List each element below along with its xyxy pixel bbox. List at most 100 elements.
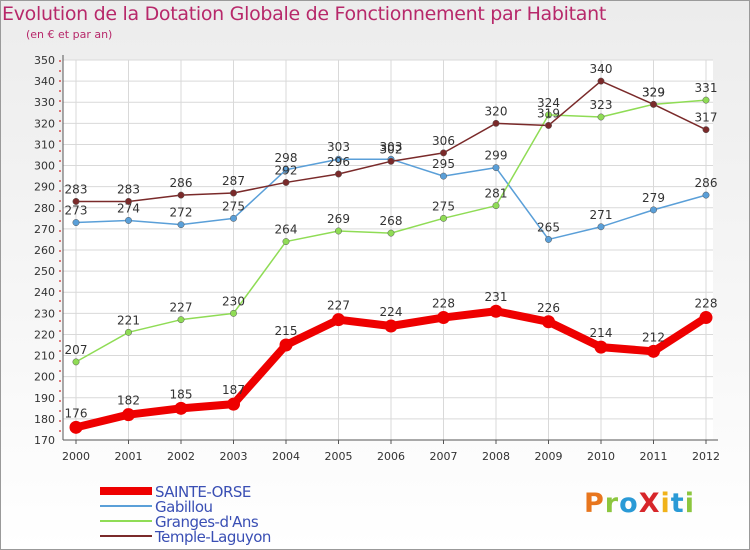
data-label: 227 [170, 301, 193, 315]
data-point [177, 316, 185, 324]
data-label: 286 [695, 176, 718, 190]
logo-letter: X [638, 488, 661, 519]
data-label: 274 [117, 201, 140, 215]
legend-label: Temple-Laguyon [155, 528, 271, 546]
data-label: 185 [170, 387, 193, 401]
data-label: 340 [590, 62, 613, 76]
data-point [335, 170, 342, 178]
logo-letter: P [584, 488, 605, 519]
x-tick-label: 2002 [167, 450, 195, 463]
data-point [437, 311, 450, 325]
data-point [230, 189, 237, 197]
data-point [230, 214, 237, 222]
legend-swatch-gabillou [100, 505, 152, 507]
data-label: 279 [642, 191, 665, 205]
data-label: 228 [695, 297, 718, 311]
data-label: 331 [695, 81, 718, 95]
data-label: 275 [222, 199, 245, 213]
data-point [282, 238, 290, 246]
legend-label: Gabillou [155, 498, 213, 516]
data-point [699, 311, 713, 325]
legend-swatch-temple-laguyon [100, 535, 152, 537]
data-point [492, 119, 500, 127]
data-point [279, 338, 293, 352]
data-label: 298 [275, 151, 298, 165]
data-label: 228 [432, 297, 455, 311]
y-tick-label: 290 [34, 181, 55, 194]
y-tick-label: 240 [34, 286, 55, 299]
legend-label: SAINTE-ORSE [155, 483, 251, 501]
data-point [72, 219, 80, 227]
data-label: 268 [380, 214, 403, 228]
data-label: 292 [275, 163, 298, 177]
data-point [650, 206, 657, 214]
data-label: 296 [327, 155, 350, 169]
y-tick-label: 190 [34, 392, 55, 405]
data-label: 283 [65, 182, 88, 196]
data-point [125, 216, 132, 224]
data-label: 295 [432, 157, 455, 171]
data-label: 299 [485, 149, 508, 163]
y-tick-label: 300 [34, 160, 55, 173]
data-point [125, 328, 132, 336]
logo-letter: r [604, 488, 620, 519]
data-point [492, 202, 500, 210]
legend-label: Granges-d'Ans [155, 513, 259, 531]
data-label: 323 [590, 98, 613, 112]
y-tick-label: 230 [34, 307, 55, 320]
data-point [282, 166, 290, 174]
y-tick-label: 280 [34, 202, 55, 215]
data-label: 227 [327, 299, 350, 313]
data-point [387, 157, 395, 165]
data-point [545, 111, 552, 119]
x-tick-label: 2004 [272, 450, 300, 463]
data-label: 207 [65, 343, 88, 357]
y-tick-label: 320 [34, 117, 55, 130]
data-point [702, 191, 710, 199]
data-point [227, 397, 240, 411]
data-point [384, 319, 398, 333]
data-label: 269 [327, 212, 350, 226]
data-label: 302 [380, 142, 403, 156]
data-point [542, 315, 555, 329]
data-point [125, 197, 132, 205]
x-tick-label: 2001 [115, 450, 143, 463]
data-label: 271 [590, 208, 613, 222]
logo-letter: t [670, 488, 685, 519]
data-label: 287 [222, 174, 245, 188]
data-point [597, 113, 605, 121]
data-label: 329 [642, 85, 665, 99]
legend-swatch-granges-d-ans [100, 520, 152, 522]
data-label: 320 [485, 104, 508, 118]
x-tick-label: 2009 [535, 450, 563, 463]
data-label: 212 [642, 330, 665, 344]
data-point [702, 96, 710, 104]
data-label: 283 [117, 182, 140, 196]
y-tick-label: 350 [34, 54, 55, 67]
data-point [489, 304, 503, 318]
data-point [594, 340, 608, 354]
data-label: 306 [432, 134, 455, 148]
data-point [702, 126, 710, 134]
data-point [69, 420, 83, 434]
y-tick-label: 330 [34, 96, 55, 109]
data-label: 231 [485, 290, 508, 304]
y-tick-label: 210 [34, 350, 55, 363]
data-label: 275 [432, 199, 455, 213]
data-label: 215 [275, 324, 298, 338]
data-label: 319 [537, 106, 560, 120]
data-label: 176 [65, 406, 88, 420]
y-tick-label: 200 [34, 371, 55, 384]
data-point [650, 100, 657, 108]
data-label: 224 [380, 305, 403, 319]
chart-title: Evolution de la Dotation Globale de Fonc… [2, 3, 607, 25]
data-point [177, 221, 185, 229]
x-tick-label: 2003 [220, 450, 248, 463]
data-label: 264 [275, 223, 298, 237]
data-point [335, 227, 342, 235]
data-label: 324 [537, 96, 560, 110]
data-point [177, 191, 185, 199]
data-point [440, 172, 447, 180]
data-label: 214 [590, 326, 613, 340]
x-tick-label: 2007 [430, 450, 458, 463]
